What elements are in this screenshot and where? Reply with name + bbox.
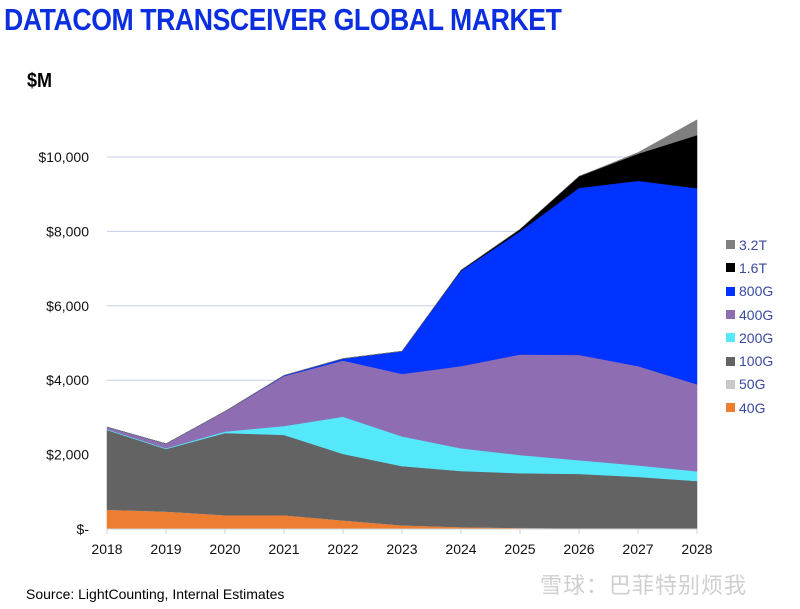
legend-label: 800G [739, 283, 774, 300]
series-areas [106, 119, 698, 530]
y-tick-labels: $- $2,000 $4,000 $6,000 $8,000 $10,000 [38, 149, 89, 537]
legend-item: 3.2T [726, 233, 773, 256]
legend: 3.2T 1.6T 800G 400G 200G 100G 50G 40G [726, 233, 773, 419]
legend-item: 400G [726, 303, 773, 326]
legend-label: 100G [739, 353, 774, 370]
legend-item: 40G [726, 396, 773, 419]
legend-swatch [726, 379, 735, 389]
x-tick-label: 2024 [445, 541, 476, 557]
x-tick-label: 2022 [327, 541, 358, 557]
source-note: Source: LightCounting, Internal Estimate… [26, 586, 285, 602]
x-tick-label: 2020 [209, 541, 240, 557]
x-tick-labels: 2018 2019 2020 2021 2022 2023 2024 2025 2026 2027… [91, 541, 712, 557]
y-axis-unit-label: $M [27, 70, 53, 92]
legend-item: 100G [726, 349, 773, 372]
axes [106, 528, 698, 534]
x-tick-label: 2026 [563, 541, 594, 557]
x-tick-label: 2018 [91, 541, 122, 557]
y-tick-label: $6,000 [46, 298, 89, 314]
y-tick-label: $10,000 [38, 149, 89, 165]
x-tick-label: 2021 [268, 541, 299, 557]
legend-item: 1.6T [726, 256, 773, 279]
legend-swatch [726, 310, 735, 320]
legend-swatch [726, 356, 735, 366]
legend-swatch [726, 333, 735, 343]
x-tick-label: 2025 [504, 541, 535, 557]
legend-label: 1.6T [739, 259, 768, 276]
legend-item: 50G [726, 373, 773, 396]
legend-swatch [726, 286, 735, 296]
legend-label: 400G [739, 306, 774, 323]
x-tick-label: 2023 [386, 541, 417, 557]
x-tick-label: 2019 [150, 541, 181, 557]
legend-swatch [726, 403, 735, 413]
x-tick-label: 2028 [681, 541, 712, 557]
y-tick-label: $4,000 [46, 372, 89, 388]
legend-label: 3.2T [739, 236, 768, 253]
y-tick-label: $8,000 [46, 223, 89, 239]
legend-item: 800G [726, 280, 773, 303]
y-tick-label: $- [77, 521, 90, 537]
x-tick-label: 2027 [622, 541, 653, 557]
legend-label: 50G [739, 376, 766, 393]
chart-title: DATACOM TRANSCEIVER GLOBAL MARKET [4, 2, 562, 37]
legend-label: 40G [739, 399, 766, 416]
legend-swatch [726, 240, 735, 250]
y-tick-label: $2,000 [46, 447, 89, 463]
watermark: 雪球：巴菲特别烦我 [540, 573, 748, 598]
area-3-2t [106, 119, 698, 445]
legend-swatch [726, 263, 735, 273]
legend-label: 200G [739, 329, 774, 346]
legend-item: 200G [726, 326, 773, 349]
